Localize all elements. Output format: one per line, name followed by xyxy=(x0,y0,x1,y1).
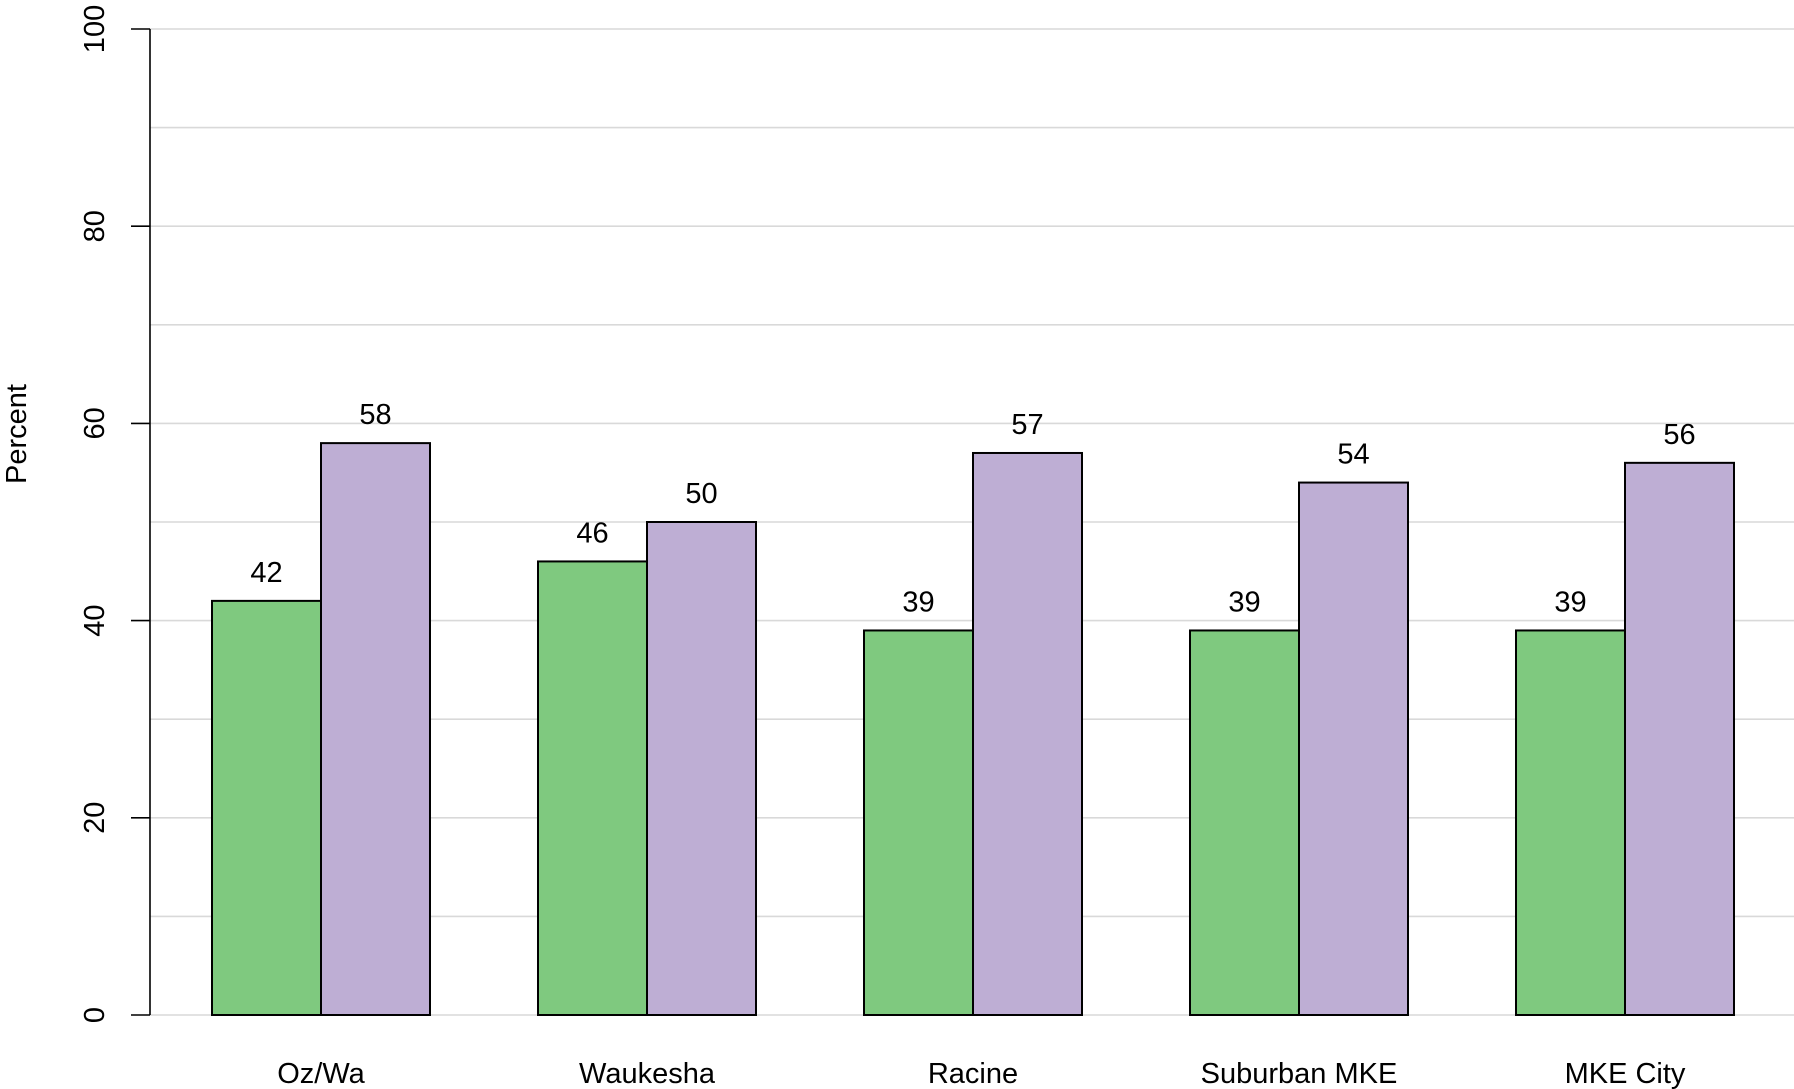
category-label: MKE City xyxy=(1565,1058,1686,1089)
data-label: 46 xyxy=(576,517,608,549)
bar xyxy=(863,629,974,1017)
y-tick-label: 40 xyxy=(79,604,111,636)
bar xyxy=(1515,629,1626,1017)
bar xyxy=(320,442,431,1016)
category-label: Racine xyxy=(928,1058,1018,1089)
category-label: Waukesha xyxy=(579,1058,716,1089)
category-label: Suburban MKE xyxy=(1201,1058,1398,1089)
bar xyxy=(211,599,322,1016)
data-label: 54 xyxy=(1337,439,1369,471)
bar xyxy=(537,560,648,1016)
bars xyxy=(211,442,1735,1017)
bar xyxy=(646,521,757,1016)
bar xyxy=(972,451,1083,1017)
y-tick-label: 20 xyxy=(79,802,111,834)
data-label: 57 xyxy=(1011,409,1043,441)
data-label: 39 xyxy=(1554,586,1586,618)
bar xyxy=(1189,629,1300,1017)
data-label: 39 xyxy=(1228,586,1260,618)
data-label: 50 xyxy=(685,478,717,510)
y-tick-label: 80 xyxy=(79,210,111,242)
data-labels: 42 58 46 50 39 57 39 54 39 56 xyxy=(250,399,1695,618)
y-axis-title: Percent xyxy=(1,384,33,484)
category-labels: Oz/Wa Waukesha Racine Suburban MKE MKE City xyxy=(277,1058,1686,1089)
data-label: 39 xyxy=(902,586,934,618)
y-tick-label: 0 xyxy=(79,1007,111,1023)
bar xyxy=(1624,461,1735,1016)
data-label: 58 xyxy=(359,399,391,431)
y-tick-label: 100 xyxy=(79,5,111,53)
y-tick-label: 60 xyxy=(79,407,111,439)
data-label: 42 xyxy=(250,557,282,589)
data-label: 56 xyxy=(1663,419,1695,451)
y-axis: 0 20 40 60 80 100 xyxy=(79,5,151,1023)
bar xyxy=(1298,481,1409,1016)
category-label: Oz/Wa xyxy=(277,1058,365,1089)
